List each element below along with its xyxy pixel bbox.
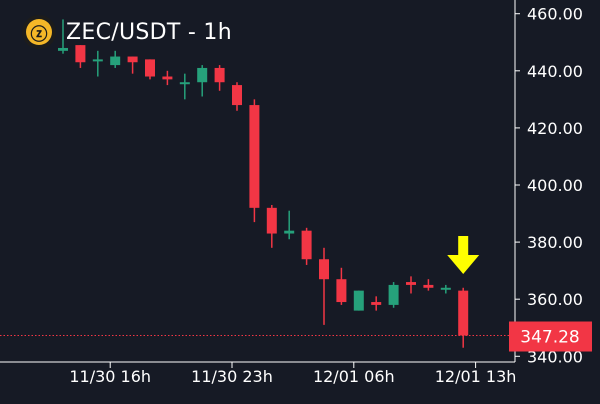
x-axis: 11/30 16h 11/30 23h 12/01 06h 12/01 13h <box>0 361 517 386</box>
candle-body <box>232 85 242 106</box>
down-arrow-icon <box>447 236 480 274</box>
candle-body <box>423 284 434 288</box>
y-tick-label: 460.00 <box>527 5 583 24</box>
y-tick-label: 400.00 <box>527 176 583 195</box>
candle-body <box>179 82 190 85</box>
zcash-icon-glyph: ⓩ <box>26 19 52 45</box>
candle-body <box>75 45 86 63</box>
candle-body <box>145 59 155 77</box>
y-tick-label: 340.00 <box>527 347 583 366</box>
candle-body <box>284 230 295 234</box>
x-tick-label: 12/01 06h <box>313 367 395 386</box>
candle-body <box>388 284 399 305</box>
x-tick-label: 11/30 23h <box>191 367 273 386</box>
y-tick-label: 360.00 <box>527 290 583 309</box>
last-price-label: 347.28 <box>520 328 579 348</box>
candle-body <box>214 67 225 83</box>
candle-body <box>92 59 103 62</box>
candle-body <box>197 67 208 83</box>
candle-body <box>353 290 364 311</box>
chart-title: ZEC/USDT - 1h <box>66 19 232 45</box>
candle-body <box>249 105 260 208</box>
zcash-icon: ⓩ <box>22 15 56 49</box>
candle-body <box>162 76 173 80</box>
candle-body <box>127 56 138 63</box>
candle-body <box>458 290 469 336</box>
y-axis: 460.00 440.00 420.00 400.00 380.00 360.00 340.… <box>509 0 592 366</box>
candle-body <box>110 56 121 66</box>
annotation-group <box>447 236 480 274</box>
y-tick-label: 380.00 <box>527 233 583 252</box>
y-tick-label: 420.00 <box>527 119 583 138</box>
candle-body <box>371 302 382 305</box>
chart-header: ⓩ ZEC/USDT - 1h <box>22 15 232 49</box>
candle-body <box>319 259 329 280</box>
candle-body <box>266 207 277 234</box>
x-tick-label: 11/30 16h <box>69 367 151 386</box>
candle-body <box>58 47 68 51</box>
candle-body <box>336 279 347 303</box>
candle-body <box>301 230 312 260</box>
y-tick-label: 440.00 <box>527 62 583 81</box>
candle-body <box>440 287 451 290</box>
candle-body <box>406 282 416 285</box>
last-price-tag <box>509 321 592 352</box>
x-tick-label: 12/01 13h <box>435 367 517 386</box>
candles-group <box>58 19 469 348</box>
